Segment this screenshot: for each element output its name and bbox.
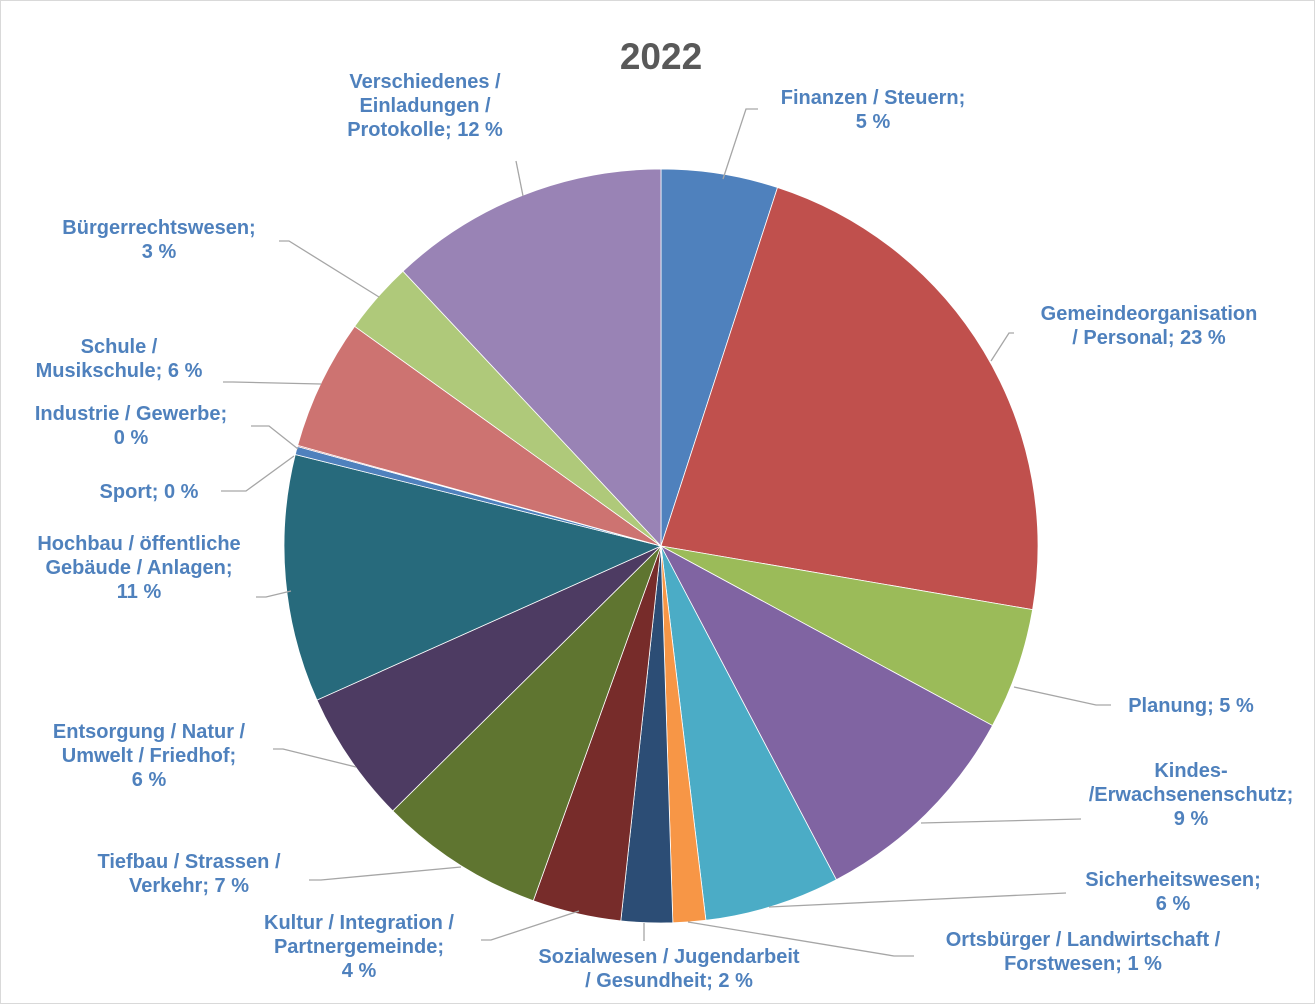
slice-data-label-line: Einladungen /: [359, 95, 491, 117]
slice-data-label-line: 6 %: [1156, 893, 1191, 915]
leader-line: [481, 910, 580, 941]
pie-slice: [392, 545, 662, 902]
slice-data-label: Sport; 0 %: [100, 481, 199, 503]
leader-line: [221, 455, 295, 492]
slice-data-label-line: Tiefbau / Strassen /: [97, 851, 280, 873]
slice-data-label-line: / Gesundheit; 2 %: [585, 970, 753, 992]
leader-line: [687, 921, 914, 957]
slice-data-label: Finanzen / Steuern; 5 %: [781, 87, 965, 133]
slice-data-label-line: Protokolle; 12 %: [347, 119, 503, 141]
slice-data-label-line: Umwelt / Friedhof;: [62, 745, 236, 767]
slice-data-label-line: Entsorgung / Natur /: [53, 721, 246, 743]
slice-data-label-line: Sport; 0 %: [100, 481, 199, 503]
slice-data-label: Tiefbau / Strassen / Verkehr; 7 %: [97, 851, 280, 897]
slice-data-label-line: 0 %: [114, 427, 149, 449]
slice-data-label-line: Schule /: [81, 336, 158, 358]
pie-slice: [660, 186, 1039, 611]
slice-data-label-line: Musikschule; 6 %: [36, 360, 203, 382]
slice-data-label-line: 11 %: [117, 581, 162, 603]
leader-line: [768, 892, 1067, 908]
leader-line: [256, 590, 292, 598]
slice-data-label: Schule / Musikschule; 6 %: [36, 336, 203, 382]
slice-data-label-line: Finanzen / Steuern;: [781, 87, 965, 109]
slice-data-label-line: 3 %: [142, 241, 177, 263]
leader-line: [273, 748, 357, 768]
slice-data-label-line: Verkehr; 7 %: [129, 875, 249, 897]
slice-data-label: Hochbau / öffentliche Gebäude / Anlagen; 1…: [37, 533, 240, 603]
leader-line: [722, 108, 758, 180]
leader-lines: [221, 108, 1111, 957]
data-labels: Finanzen / Steuern; 5 % Gemeindeorganisati…: [35, 71, 1293, 992]
pie-slice: [402, 168, 662, 548]
slice-data-label: Kultur / Integration / Partnergemeinde; 4 …: [264, 912, 454, 982]
leader-line: [515, 160, 524, 197]
leader-line: [251, 425, 299, 450]
slice-data-label: Bürgerrechtswesen; 3 %: [62, 217, 255, 263]
slice-data-label-line: Gebäude / Anlagen;: [45, 557, 232, 579]
slice-data-label-line: Sozialwesen / Jugendarbeit: [538, 946, 800, 968]
slice-data-label: Sozialwesen / Jugendarbeit / Gesundheit; …: [538, 946, 800, 992]
slice-data-label: Kindes-/Erwachsenenschutz; 9 %: [1089, 760, 1294, 830]
slice-data-label-line: Hochbau / öffentliche: [37, 533, 240, 555]
pie-slice: [660, 545, 837, 921]
leader-line: [279, 240, 380, 298]
pie-slice: [316, 545, 662, 812]
slice-data-label-line: Industrie / Gewerbe;: [35, 403, 227, 425]
slice-data-label-line: 5 %: [856, 111, 891, 133]
pie-slice: [660, 545, 994, 881]
chart-title: 2022: [620, 36, 702, 77]
slice-data-label-line: 9 %: [1174, 808, 1209, 830]
slice-data-label-line: 6 %: [132, 769, 167, 791]
slice-data-label: Industrie / Gewerbe; 0 %: [35, 403, 227, 449]
pie-slice: [283, 454, 663, 701]
slice-data-label-line: Kindes-: [1154, 760, 1227, 782]
leader-line: [1013, 686, 1111, 706]
slice-data-label-line: Sicherheitswesen;: [1085, 869, 1261, 891]
slice-data-label-line: Kultur / Integration /: [264, 912, 454, 934]
slice-data-label: Ortsbürger / Landwirtschaft / Forstwesen;…: [946, 929, 1221, 975]
slice-data-label: Sicherheitswesen; 6 %: [1085, 869, 1261, 915]
slice-data-label-line: Forstwesen; 1 %: [1004, 953, 1162, 975]
slice-data-label-line: Gemeindeorganisation: [1041, 303, 1258, 325]
slice-data-label-line: Verschiedenes /: [349, 71, 501, 93]
slice-data-label-line: Partnergemeinde;: [274, 936, 444, 958]
slice-data-label-line: / Personal; 23 %: [1072, 327, 1226, 349]
slice-data-label-line: Bürgerrechtswesen;: [62, 217, 255, 239]
slice-data-label-line: Planung; 5 %: [1128, 695, 1254, 717]
slice-data-label-line: Ortsbürger / Landwirtschaft /: [946, 929, 1221, 951]
pie-slices: [283, 168, 1039, 924]
leader-line: [990, 332, 1014, 362]
slice-data-label: Entsorgung / Natur / Umwelt / Friedhof; 6 …: [53, 721, 246, 791]
leader-line: [223, 381, 322, 385]
slice-data-label: Verschiedenes / Einladungen / Protokolle; …: [347, 71, 503, 141]
slice-data-label-line: /Erwachsenenschutz;: [1089, 784, 1294, 806]
leader-line: [309, 866, 462, 881]
slice-data-label: Gemeindeorganisation / Personal; 23 %: [1041, 303, 1258, 349]
slice-data-label: Planung; 5 %: [1128, 695, 1254, 717]
leader-line: [920, 818, 1082, 824]
slice-data-label-line: 4 %: [342, 960, 377, 982]
